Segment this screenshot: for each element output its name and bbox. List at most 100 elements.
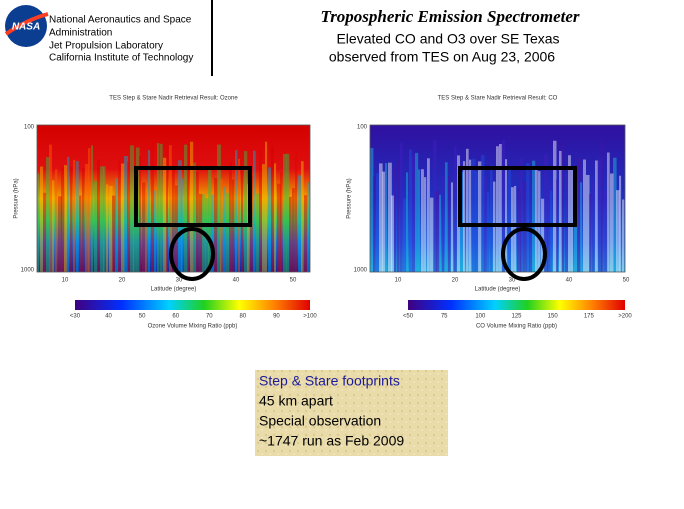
stripe <box>538 171 541 272</box>
stripe <box>601 140 604 272</box>
note-box <box>255 370 448 456</box>
stripe <box>436 190 440 272</box>
stripe <box>238 158 241 272</box>
stripe <box>553 140 557 272</box>
stripe <box>76 161 79 272</box>
x-tick-label: 10 <box>62 278 69 284</box>
note-line: ~1747 run as Feb 2009 <box>259 433 404 449</box>
stripe <box>184 144 188 272</box>
stripe <box>175 185 178 272</box>
stripe <box>127 161 131 272</box>
colorbar-tick-label: 150 <box>548 314 559 320</box>
stripe <box>52 180 55 272</box>
stripe <box>382 171 386 272</box>
stripe <box>148 150 151 272</box>
stripe <box>142 182 146 272</box>
colorbar-tick-label: <50 <box>403 314 414 320</box>
stripe <box>46 157 50 272</box>
stripe <box>178 160 182 272</box>
stripe <box>424 177 427 272</box>
org-line: Jet Propulsion Laboratory <box>49 41 163 52</box>
subtitle: observed from TES on Aug 23, 2006 <box>329 49 555 65</box>
stripe <box>604 189 608 272</box>
stripe <box>544 154 548 272</box>
panels: TES Step & Stare Nadir Retrieval Result:… <box>14 96 633 330</box>
stripe <box>478 161 482 272</box>
colorbar <box>408 300 625 310</box>
stripe <box>82 168 85 272</box>
stripe <box>235 150 238 272</box>
stripe <box>133 192 137 272</box>
stripe <box>289 196 292 272</box>
stripe <box>454 147 457 272</box>
colorbar-tick-label: 175 <box>584 314 595 320</box>
stripe <box>409 149 412 272</box>
stripe <box>169 145 172 272</box>
colorbar-label: Ozone Volume Mixing Ratio (ppb) <box>148 324 238 330</box>
stripe <box>103 166 106 272</box>
stripe <box>298 175 302 272</box>
stripe <box>532 160 536 272</box>
stripe <box>121 163 125 272</box>
stripe <box>427 158 430 272</box>
stripe <box>535 166 538 272</box>
stripe <box>607 152 610 272</box>
colorbar-tick-label: 60 <box>172 314 179 320</box>
stripe <box>379 163 383 272</box>
stripe <box>400 143 403 272</box>
stripe <box>595 160 598 272</box>
stripe <box>241 170 244 272</box>
stripe <box>79 195 82 272</box>
stripe <box>370 147 374 272</box>
stripe <box>277 183 281 272</box>
stripe <box>244 151 248 272</box>
stripe <box>574 182 578 272</box>
stripe <box>550 190 553 272</box>
y-tick-label: 1000 <box>21 268 35 274</box>
stripe <box>415 152 419 272</box>
stripe <box>421 169 424 272</box>
stripe <box>166 149 169 272</box>
stripe <box>259 149 262 272</box>
stripe <box>283 153 287 272</box>
stripe <box>571 169 574 272</box>
stripe <box>499 144 502 272</box>
subtitle: Elevated CO and O3 over SE Texas <box>336 31 559 47</box>
stripe <box>610 173 614 272</box>
stripe <box>61 166 65 272</box>
stripe <box>385 163 388 272</box>
stripe <box>394 166 397 272</box>
stripe <box>403 198 407 272</box>
x-tick-label: 30 <box>176 278 183 284</box>
title: Tropospheric Emission Spectrometer <box>320 7 579 26</box>
stripe <box>541 198 545 272</box>
stripe <box>445 162 448 272</box>
stripe <box>49 144 52 272</box>
stripe <box>190 141 194 272</box>
stripe <box>577 158 581 272</box>
stripe <box>91 145 94 272</box>
colorbar-tick-label: 80 <box>240 314 247 320</box>
stripe <box>187 144 190 272</box>
stripe <box>580 182 583 272</box>
stripe <box>85 164 89 272</box>
stripe <box>391 195 394 272</box>
stripe <box>295 152 298 272</box>
stripe <box>373 176 376 272</box>
y-tick-label: 1000 <box>354 268 368 274</box>
stripe <box>160 143 163 272</box>
stripe <box>43 192 47 272</box>
stripe <box>463 161 466 272</box>
org-line: National Aeronautics and Space <box>49 15 192 26</box>
x-axis-label: Latitude (degree) <box>475 287 521 293</box>
stripe <box>211 194 215 272</box>
stripe <box>151 141 155 272</box>
colorbar-label: CO Volume Mixing Ratio (ppb) <box>476 324 557 330</box>
stripe <box>448 175 451 272</box>
org-line: California Institute of Technology <box>49 53 193 64</box>
x-tick-label: 30 <box>509 278 516 284</box>
stripe <box>490 165 493 272</box>
stripe <box>586 174 590 272</box>
plot-area <box>370 125 625 272</box>
